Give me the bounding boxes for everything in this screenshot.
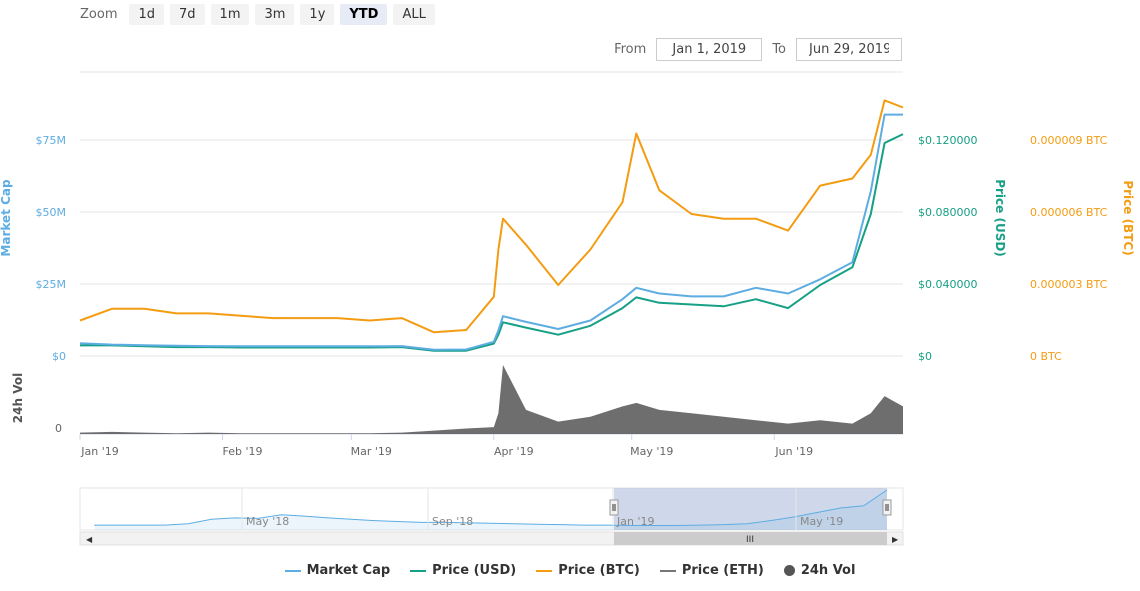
handle-body xyxy=(609,499,619,516)
x-tick-label: Mar '19 xyxy=(351,445,392,458)
navigator-tick-label: Sep '18 xyxy=(432,515,473,528)
x-tick-label: Jan '19 xyxy=(80,445,118,458)
price-usd-tick: $0.040000 xyxy=(918,278,978,291)
handle-body xyxy=(882,499,892,516)
to-date-input[interactable] xyxy=(796,38,902,61)
series-lines xyxy=(79,99,904,352)
navigator: May '18 Sep '18 Jan '19 May '19 III ◀ ▶ xyxy=(79,487,904,546)
price-usd-tick: $0 xyxy=(918,350,932,363)
x-tick-label: Feb '19 xyxy=(223,445,263,458)
scroll-right-arrow-icon[interactable]: ▶ xyxy=(892,535,899,544)
volume-area xyxy=(80,365,903,434)
series-line-market_cap xyxy=(79,113,903,351)
price-eth-swatch xyxy=(659,569,676,572)
x-tick-label: May '19 xyxy=(630,445,673,458)
navigator-tick-label: Jan '19 xyxy=(616,515,654,528)
price-btc-swatch xyxy=(536,569,553,572)
series-line-price_usd xyxy=(80,133,904,352)
price-usd-tick: $0.120000 xyxy=(918,134,978,147)
scrollbar-grip-icon: III xyxy=(746,535,754,545)
market-cap-axis-title: Market Cap xyxy=(0,179,13,257)
vol-axis-title: 24h Vol xyxy=(11,373,25,423)
price-btc-axis-title: Price (BTC) xyxy=(1121,180,1135,255)
price-usd-swatch xyxy=(410,569,427,572)
navigator-right-handle[interactable] xyxy=(882,499,892,516)
price-usd-axis-title: Price (USD) xyxy=(993,179,1007,257)
vol-swatch xyxy=(783,565,795,576)
market-cap-tick: $25M xyxy=(36,278,67,291)
legend-market-cap[interactable]: Market Cap xyxy=(284,563,391,578)
navigator-tick-label: May '19 xyxy=(800,515,843,528)
price-btc-tick: 0 BTC xyxy=(1030,350,1062,363)
scrollbar-thumb[interactable] xyxy=(614,532,887,545)
date-range-selector: From To xyxy=(614,38,902,61)
market-cap-tick: $0 xyxy=(52,350,66,363)
vol-tick: 0 xyxy=(55,422,62,435)
legend-label: Price (ETH) xyxy=(681,563,764,578)
x-tick-label: Jun '19 xyxy=(774,445,813,458)
legend-price-eth[interactable]: Price (ETH) xyxy=(659,563,764,578)
zoom-ytd-button[interactable]: YTD xyxy=(340,4,388,25)
zoom-label: Zoom xyxy=(80,7,118,22)
legend: Market Cap Price (USD) Price (BTC) Price… xyxy=(0,563,1140,578)
price-btc-tick: 0.000006 BTC xyxy=(1030,206,1108,219)
legend-price-usd[interactable]: Price (USD) xyxy=(410,563,516,578)
zoom-1d-button[interactable]: 1d xyxy=(129,4,165,25)
market-cap-tick: $50M xyxy=(36,206,67,219)
navigator-left-handle[interactable] xyxy=(609,499,619,516)
navigator-tick-label: May '18 xyxy=(246,515,289,528)
gridlines xyxy=(80,71,903,435)
price-chart: $0 $25M $50M $75M Market Cap $0 $0.040000 $0.08… xyxy=(0,71,1135,546)
market-cap-swatch xyxy=(284,569,301,572)
price-btc-tick: 0.000003 BTC xyxy=(1030,278,1108,291)
zoom-all-button[interactable]: ALL xyxy=(393,4,435,25)
legend-label: Price (BTC) xyxy=(558,563,640,578)
series-line-price_btc xyxy=(79,99,904,334)
from-date-input[interactable] xyxy=(656,38,763,61)
navigator-area xyxy=(95,490,887,530)
legend-label: 24h Vol xyxy=(800,563,856,578)
zoom-1y-button[interactable]: 1y xyxy=(300,4,335,25)
x-tick-label: Apr '19 xyxy=(494,445,534,458)
price-usd-tick: $0.080000 xyxy=(918,206,978,219)
zoom-7d-button[interactable]: 7d xyxy=(170,4,205,25)
price-btc-tick: 0.000009 BTC xyxy=(1030,134,1108,147)
to-label: To xyxy=(772,42,786,57)
scroll-left-arrow-icon[interactable]: ◀ xyxy=(86,535,93,544)
zoom-1m-button[interactable]: 1m xyxy=(210,4,250,25)
volume-bars xyxy=(80,365,903,434)
axes: $0 $25M $50M $75M Market Cap $0 $0.040000 $0.08… xyxy=(0,134,1135,458)
legend-24h-vol[interactable]: 24h Vol xyxy=(783,563,856,578)
legend-label: Price (USD) xyxy=(432,563,517,578)
legend-label: Market Cap xyxy=(306,563,391,578)
legend-price-btc[interactable]: Price (BTC) xyxy=(536,563,640,578)
zoom-3m-button[interactable]: 3m xyxy=(255,4,295,25)
from-label: From xyxy=(614,42,647,57)
market-cap-tick: $75M xyxy=(36,134,67,147)
zoom-bar: Zoom 1d 7d 1m 3m 1y YTD ALL xyxy=(80,4,435,25)
navigator-line xyxy=(94,489,888,526)
